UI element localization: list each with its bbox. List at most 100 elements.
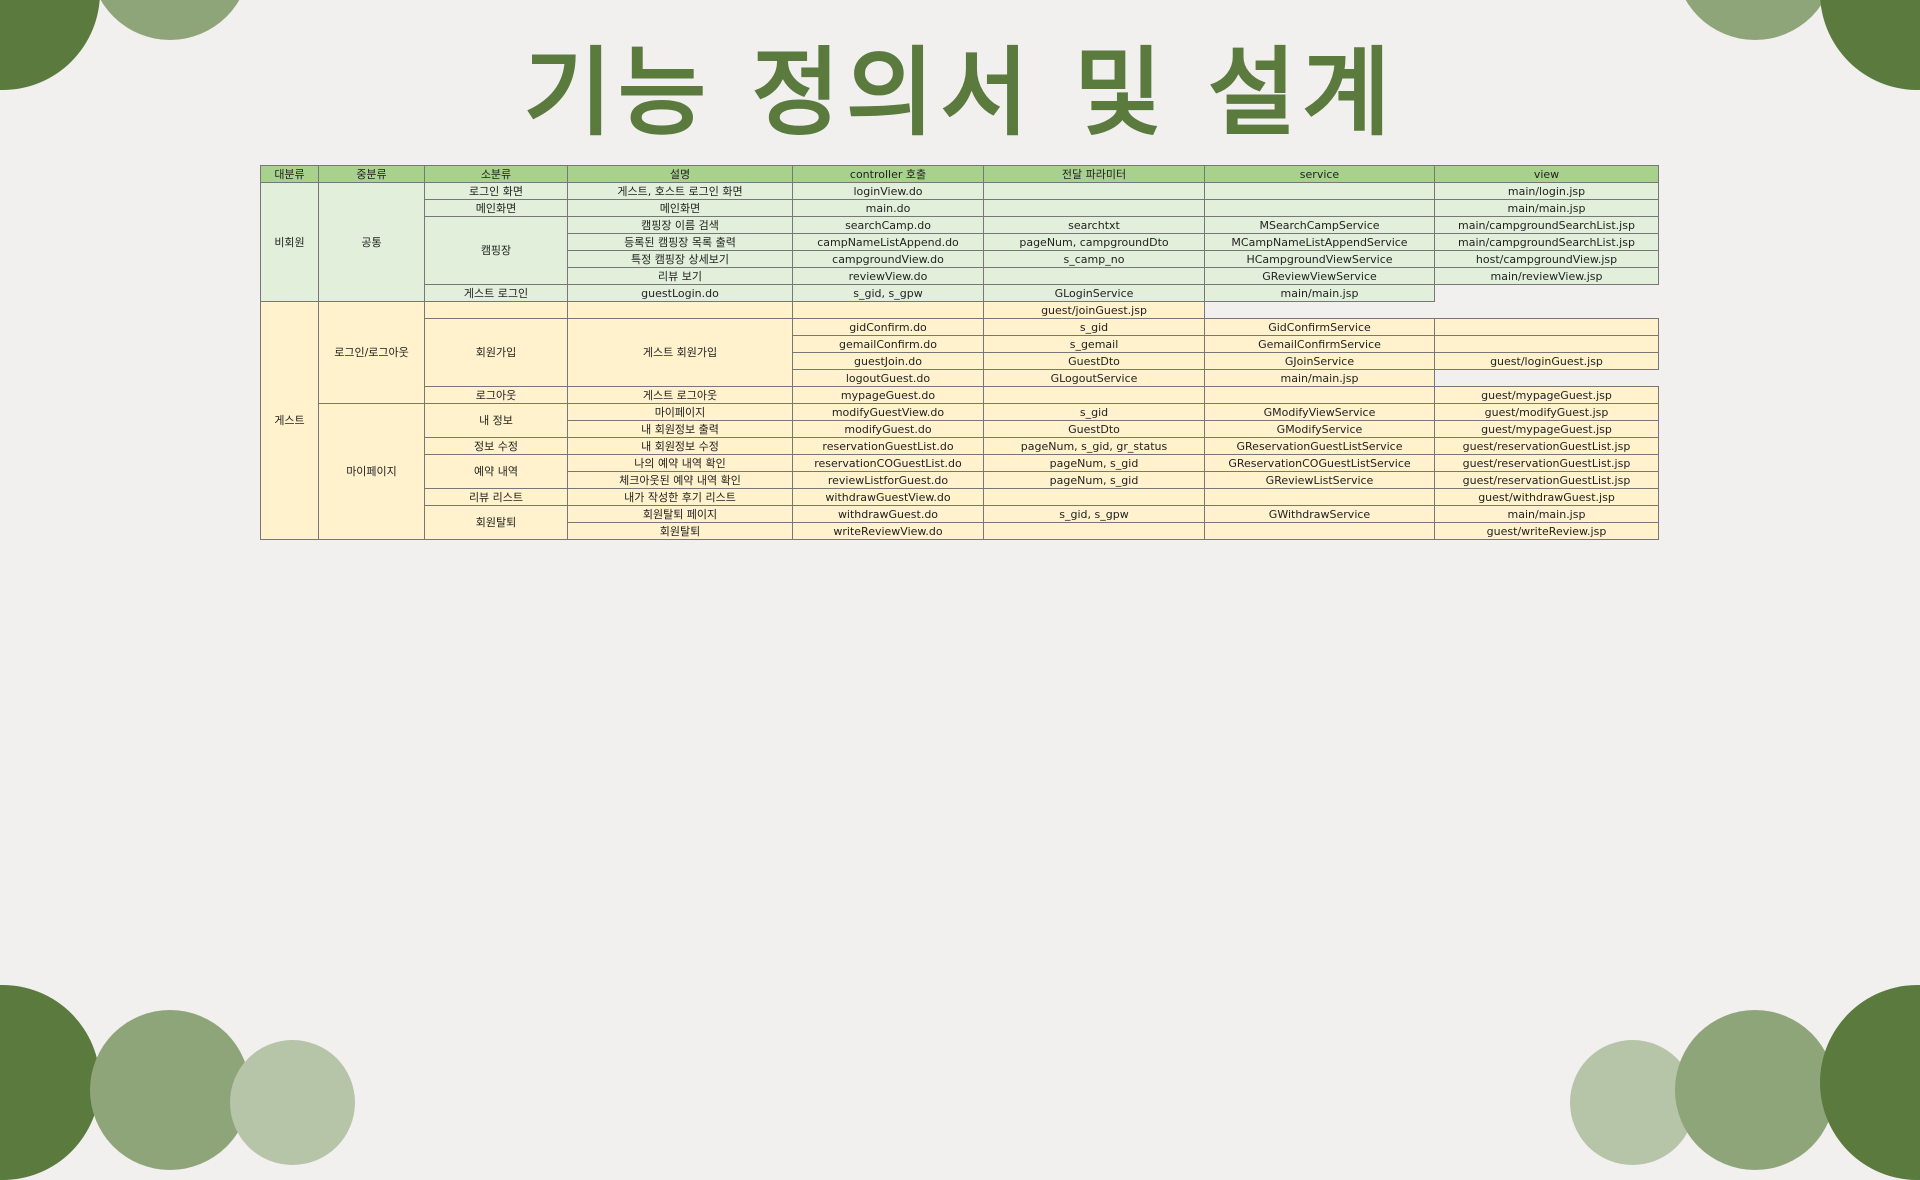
table-cell (983, 182, 1205, 200)
table-cell: reservationCOGuestList.do (792, 454, 984, 472)
table-cell: GemailConfirmService (1204, 335, 1435, 353)
table-cell: GuestDto (983, 352, 1205, 370)
table-cell: campgroundView.do (792, 250, 984, 268)
table-cell: searchtxt (983, 216, 1205, 234)
table-cell (983, 267, 1205, 285)
table-cell (792, 301, 984, 319)
table-cell: GModifyService (1204, 420, 1435, 438)
table-cell: HCampgroundViewService (1204, 250, 1435, 268)
function-spec-table: 대분류 중분류 소분류 설명 controller 호출 전달 파라미터 service vi… (260, 165, 1659, 540)
table-cell: gidConfirm.do (792, 318, 984, 336)
table-cell (983, 199, 1205, 217)
table-cell: main/login.jsp (1434, 182, 1659, 200)
table-row: logoutGuest.do GLogoutService main/main.js… (261, 369, 1659, 387)
column-header: 전달 파라미터 (983, 165, 1205, 183)
table-row: gemailConfirm.do s_gemail GemailConfirmSer… (261, 335, 1659, 353)
table-cell (1204, 386, 1435, 404)
table-cell (1204, 488, 1435, 506)
table-cell (1434, 335, 1659, 353)
table-cell: MCampNameListAppendService (1204, 233, 1435, 251)
table-cell: GReservationGuestListService (1204, 437, 1435, 455)
table-cell: 로그인 화면 (424, 182, 568, 200)
table-cell: GLogoutService (983, 369, 1205, 387)
table-cell: withdrawGuestView.do (792, 488, 984, 506)
table-cell: 메인화면 (424, 199, 568, 217)
table-row: 등록된 캠핑장 목록 출력 campNameListAppend.do pageNu… (261, 233, 1659, 251)
decor-circle (90, 1010, 250, 1170)
table-cell: main/campgroundSearchList.jsp (1434, 233, 1659, 251)
table-cell: pageNum, s_gid, gr_status (983, 437, 1205, 455)
table-cell: main/reviewView.jsp (1434, 267, 1659, 285)
table-cell: reviewListforGuest.do (792, 471, 984, 489)
column-header: 설명 (567, 165, 793, 183)
table-cell: guest/writeReview.jsp (1434, 522, 1659, 540)
table-row: 회원가입 게스트 회원가입 gidConfirm.do s_gid GidConfirm… (261, 318, 1659, 387)
table-cell (424, 301, 568, 319)
table-cell: pageNum, s_gid (983, 471, 1205, 489)
table-cell: 비회원 (260, 182, 319, 302)
table-cell: 마이페이지 (318, 403, 425, 540)
table-cell: GuestDto (983, 420, 1205, 438)
table-cell: guest/reservationGuestList.jsp (1434, 454, 1659, 472)
decor-circle (1820, 985, 1920, 1180)
table-cell: guestJoin.do (792, 352, 984, 370)
table-row: 특정 캠핑장 상세보기 campgroundView.do s_camp_no HCa… (261, 250, 1659, 268)
table-cell: guest/mypageGuest.jsp (1434, 420, 1659, 438)
table-cell (1434, 318, 1659, 336)
table-cell: pageNum, campgroundDto (983, 233, 1205, 251)
table-cell: MSearchCampService (1204, 216, 1435, 234)
table-cell: GWithdrawService (1204, 505, 1435, 523)
table-cell: 회원탈퇴 페이지 (567, 505, 793, 523)
table-cell: 게스트 회원가입 (567, 318, 793, 387)
table-row: 게스트 로그인/로그아웃 guest/joinGuest.jsp (260, 301, 1659, 540)
table-cell: 공통 (318, 182, 425, 302)
table-cell: 메인화면 (567, 199, 793, 217)
table-cell (983, 386, 1205, 404)
table-cell: s_gid (983, 318, 1205, 336)
table-cell: s_gemail (983, 335, 1205, 353)
table-cell (1204, 522, 1435, 540)
table-header-row: 대분류 중분류 소분류 설명 controller 호출 전달 파라미터 service vi… (260, 165, 1659, 183)
table-cell: guest/joinGuest.jsp (983, 301, 1205, 319)
table-cell: 게스트 로그인 (424, 284, 568, 302)
table-cell: 리뷰 보기 (567, 267, 793, 285)
table-cell: 체크아웃된 예약 내역 확인 (567, 471, 793, 489)
table-cell: main/main.jsp (1204, 369, 1435, 387)
table-cell: searchCamp.do (792, 216, 984, 234)
table-cell: GReviewListService (1204, 471, 1435, 489)
table-cell: 회원탈퇴 (567, 522, 793, 540)
decor-circle (0, 985, 100, 1180)
table-cell: GModifyViewService (1204, 403, 1435, 421)
table-row: 비회원 공통 로그인 화면 게스트, 호스트 로그인 화면 loginView.do ma… (260, 182, 1659, 302)
table-cell: guest/reservationGuestList.jsp (1434, 437, 1659, 455)
table-cell: pageNum, s_gid (983, 454, 1205, 472)
table-cell: gemailConfirm.do (792, 335, 984, 353)
table-cell: 내 회원정보 출력 (567, 420, 793, 438)
table-row: 회원탈퇴 writeReviewView.do guest/writeReview.… (261, 522, 1659, 540)
table-cell: GLoginService (983, 284, 1205, 302)
table-cell: s_camp_no (983, 250, 1205, 268)
table-cell: reservationGuestList.do (792, 437, 984, 455)
table-cell: 마이페이지 (567, 403, 793, 421)
table-cell: 등록된 캠핑장 목록 출력 (567, 233, 793, 251)
table-cell: 게스트, 호스트 로그인 화면 (567, 182, 793, 200)
table-cell: 특정 캠핑장 상세보기 (567, 250, 793, 268)
decor-circle (1675, 1010, 1835, 1170)
table-cell: main/main.jsp (1204, 284, 1435, 302)
table-cell (983, 488, 1205, 506)
table-cell: host/campgroundView.jsp (1434, 250, 1659, 268)
table-row: 게스트 로그인 guestLogin.do s_gid, s_gpw GLoginSe… (261, 284, 1659, 302)
table-cell: main/main.jsp (1434, 199, 1659, 217)
table-cell: guest/loginGuest.jsp (1434, 352, 1659, 370)
table-cell: 로그아웃 (424, 386, 568, 404)
table-cell (567, 301, 793, 319)
table-row: 체크아웃된 예약 내역 확인 reviewListforGuest.do pageN… (261, 471, 1659, 489)
column-header: controller 호출 (792, 165, 984, 183)
table-cell: guest/reservationGuestList.jsp (1434, 471, 1659, 489)
table-cell: 내 정보 (424, 403, 568, 438)
table-row: 캠핑장 캠핑장 이름 검색 searchCamp.do searchtxt MSearc… (261, 216, 1659, 285)
column-header: view (1434, 165, 1659, 183)
table-row: guestJoin.do GuestDto GJoinService guest/lo… (261, 352, 1659, 370)
table-cell: 게스트 (260, 301, 319, 540)
table-cell: writeReviewView.do (792, 522, 984, 540)
